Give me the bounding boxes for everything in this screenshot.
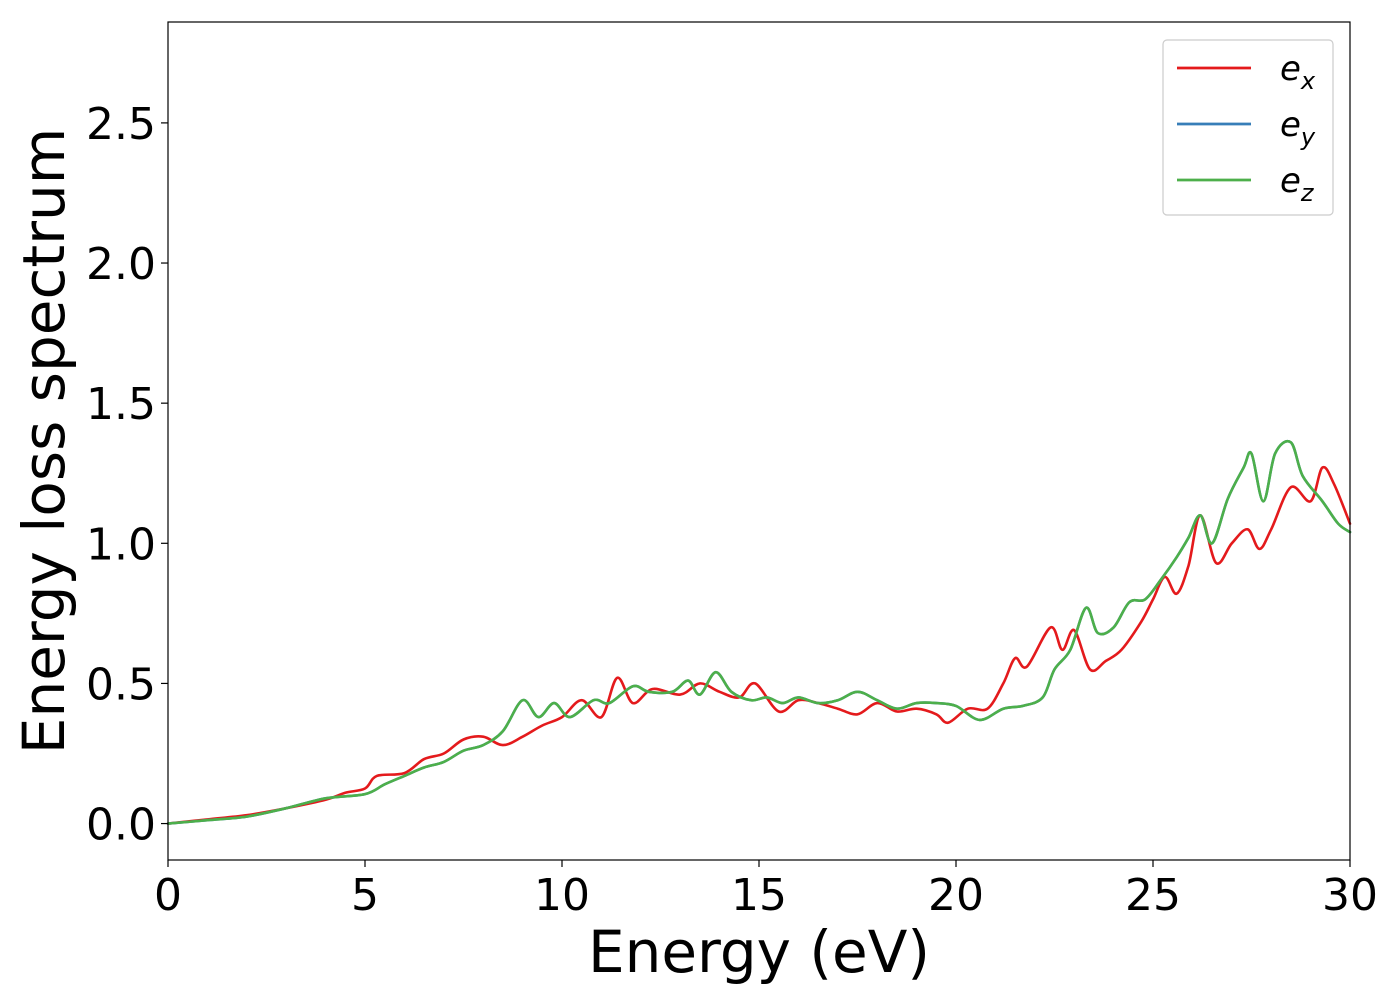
- y-tick-label: 0.0: [86, 800, 156, 851]
- series-line-ex: [166, 465, 1352, 825]
- x-tick-label: 30: [1322, 870, 1378, 921]
- y-axis-label: Energy loss spectrum: [10, 128, 78, 754]
- x-tick-label: 15: [731, 870, 787, 921]
- y-tick-label: 1.5: [86, 379, 156, 430]
- x-tick-label: 0: [154, 870, 182, 921]
- legend: ex ey ez: [1162, 39, 1334, 216]
- x-tick-label: 20: [928, 870, 984, 921]
- y-axis: 0.0 0.5 1.0 1.5 2.0 2.5: [86, 99, 168, 851]
- y-tick-label: 1.0: [86, 519, 156, 570]
- y-tick-label: 0.5: [86, 659, 156, 710]
- y-tick-label: 2.0: [86, 239, 156, 290]
- legend-box: [1162, 39, 1334, 216]
- series-layer: [166, 439, 1352, 825]
- x-tick-label: 25: [1125, 870, 1181, 921]
- x-tick-label: 5: [351, 870, 379, 921]
- x-tick-label: 10: [534, 870, 590, 921]
- x-axis-label: Energy (eV): [588, 918, 930, 986]
- series-line-ez: [166, 439, 1352, 825]
- x-axis: 0 5 10 15 20 25 30: [154, 860, 1378, 921]
- legend-label-ex: ex: [1280, 49, 1316, 95]
- legend-label-ez: ez: [1280, 161, 1315, 207]
- y-tick-label: 2.5: [86, 99, 156, 150]
- legend-label-ey: ey: [1280, 105, 1316, 151]
